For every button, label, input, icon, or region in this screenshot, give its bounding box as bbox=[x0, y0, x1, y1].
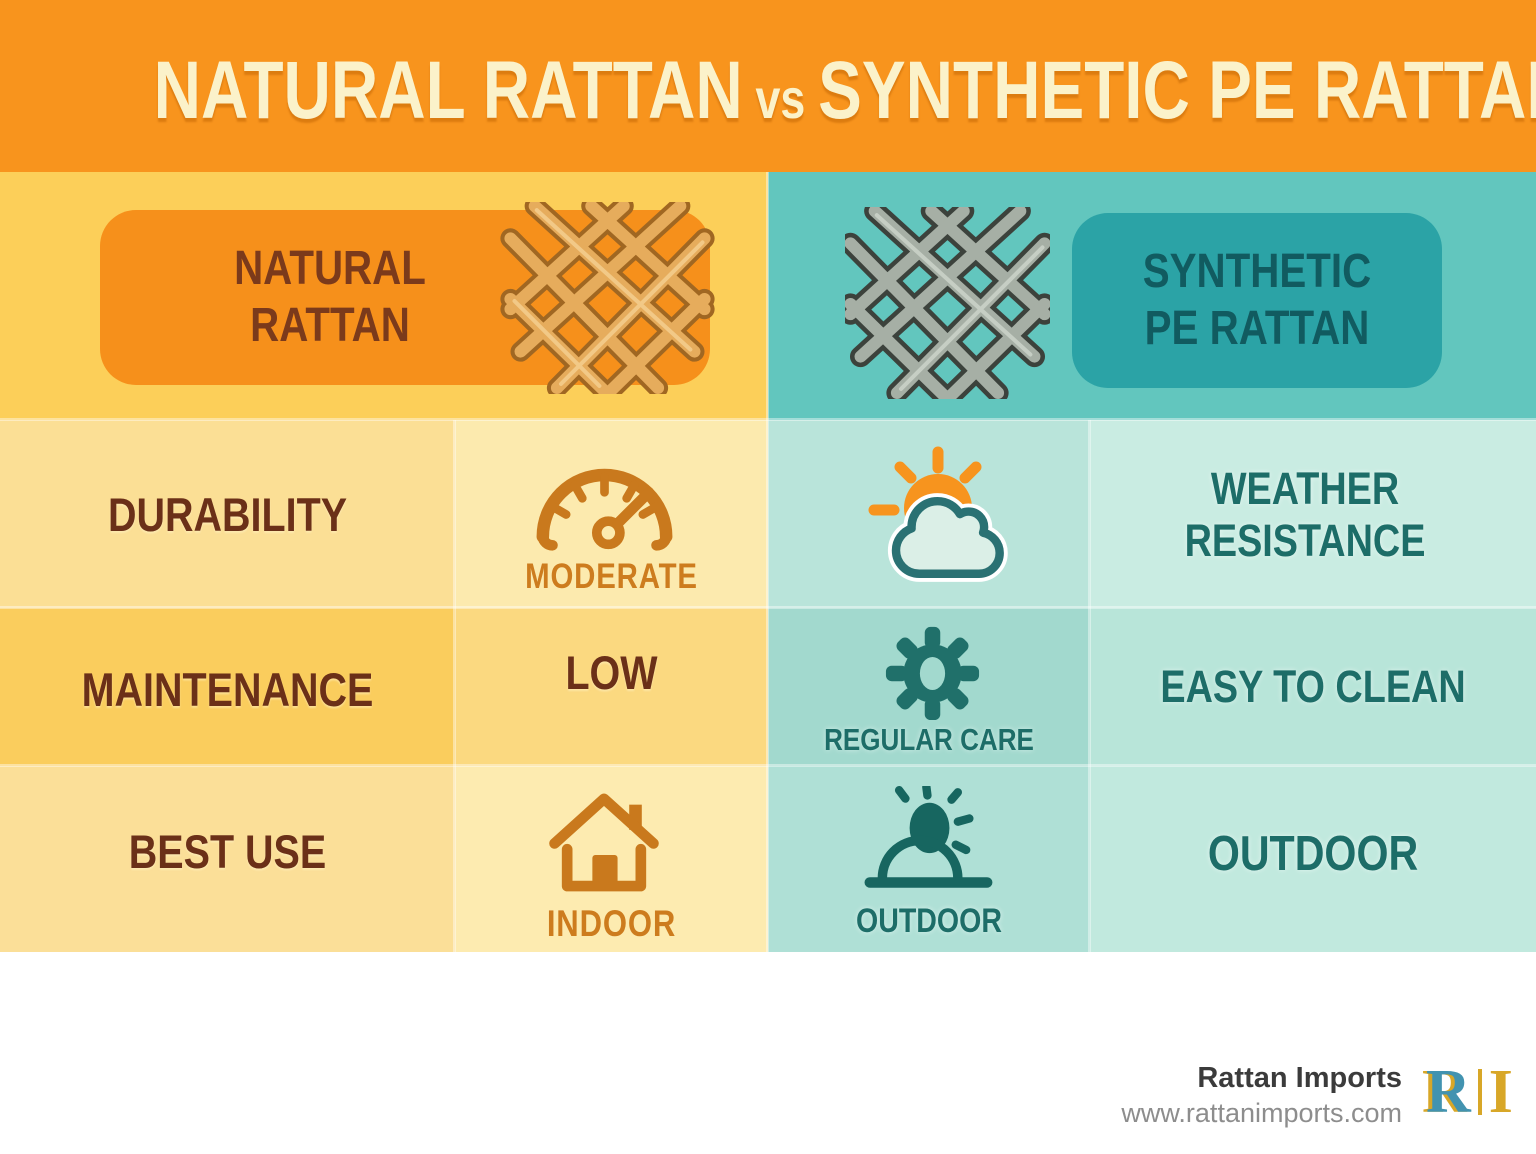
bestuse-synthetic-caption: OUTDOOR bbox=[856, 902, 1002, 940]
synthetic-pe-rattan-badge bbox=[1072, 213, 1442, 388]
logo-letter-i: I bbox=[1488, 1058, 1513, 1126]
column-separator bbox=[1088, 420, 1091, 952]
gear-icon bbox=[884, 624, 981, 721]
row-separator bbox=[0, 418, 1536, 421]
footer-brand-name: Rattan Imports bbox=[1197, 1062, 1402, 1094]
row-separator bbox=[0, 764, 1536, 767]
bestuse-synthetic-value-cell bbox=[1090, 766, 1536, 952]
title-vs: vs bbox=[755, 67, 806, 130]
maintenance-synthetic-value: EASY TO CLEAN bbox=[1160, 661, 1466, 712]
durability-synthetic-value-cell bbox=[1090, 420, 1536, 608]
row-separator bbox=[0, 606, 1536, 609]
sunrise-icon bbox=[853, 786, 1005, 894]
logo-divider bbox=[1477, 1069, 1482, 1115]
half-divider bbox=[766, 172, 769, 952]
row-label-maintenance: MAINTENANCE bbox=[81, 663, 374, 716]
durability-natural-value-cell bbox=[455, 420, 768, 608]
natural-rattan-badge-label: NATURAL RATTAN bbox=[234, 242, 426, 352]
title-synthetic-part: SYNTHETIC PE RATTAN bbox=[818, 45, 1536, 136]
maintenance-synthetic-value-cell bbox=[1090, 608, 1536, 766]
sun-cloud-icon bbox=[852, 446, 1032, 588]
bestuse-natural-value: INDOOR bbox=[546, 903, 677, 944]
natural-rattan-weave-icon bbox=[500, 202, 715, 394]
logo-letter-r: R bbox=[1426, 1058, 1471, 1126]
title-banner: NATURAL RATTAN vs SYNTHETIC PE RATTAN bbox=[0, 0, 1536, 172]
maintenance-natural-value-cell bbox=[455, 608, 768, 766]
footer-url: www.rattanimports.com bbox=[1121, 1098, 1402, 1128]
synthetic-rattan-weave-icon bbox=[845, 207, 1050, 399]
natural-rattan-badge bbox=[100, 210, 710, 385]
synthetic-pe-rattan-badge-label: SYNTHETIC PE RATTAN bbox=[1142, 245, 1372, 355]
maintenance-label-cell bbox=[0, 608, 455, 766]
durability-natural-value: MODERATE bbox=[525, 557, 698, 596]
row-label-durability: DURABILITY bbox=[107, 488, 348, 541]
durability-label-cell bbox=[0, 420, 455, 608]
gauge-icon bbox=[527, 448, 682, 554]
bestuse-synthetic-value: OUTDOOR bbox=[1207, 827, 1419, 881]
durability-synthetic-value: WEATHER RESISTANCE bbox=[1184, 463, 1426, 567]
column-separator bbox=[453, 420, 456, 952]
brand-logo: R I bbox=[1426, 1058, 1513, 1126]
maintenance-natural-value: LOW bbox=[565, 646, 658, 699]
house-icon bbox=[541, 784, 667, 898]
title-natural-part: NATURAL RATTAN bbox=[153, 45, 743, 136]
bestuse-label-cell bbox=[0, 766, 455, 952]
maintenance-synthetic-caption: REGULAR CARE bbox=[824, 722, 1034, 757]
row-label-bestuse: BEST USE bbox=[128, 825, 327, 878]
page-title: NATURAL RATTAN vs SYNTHETIC PE RATTAN bbox=[154, 50, 1536, 132]
